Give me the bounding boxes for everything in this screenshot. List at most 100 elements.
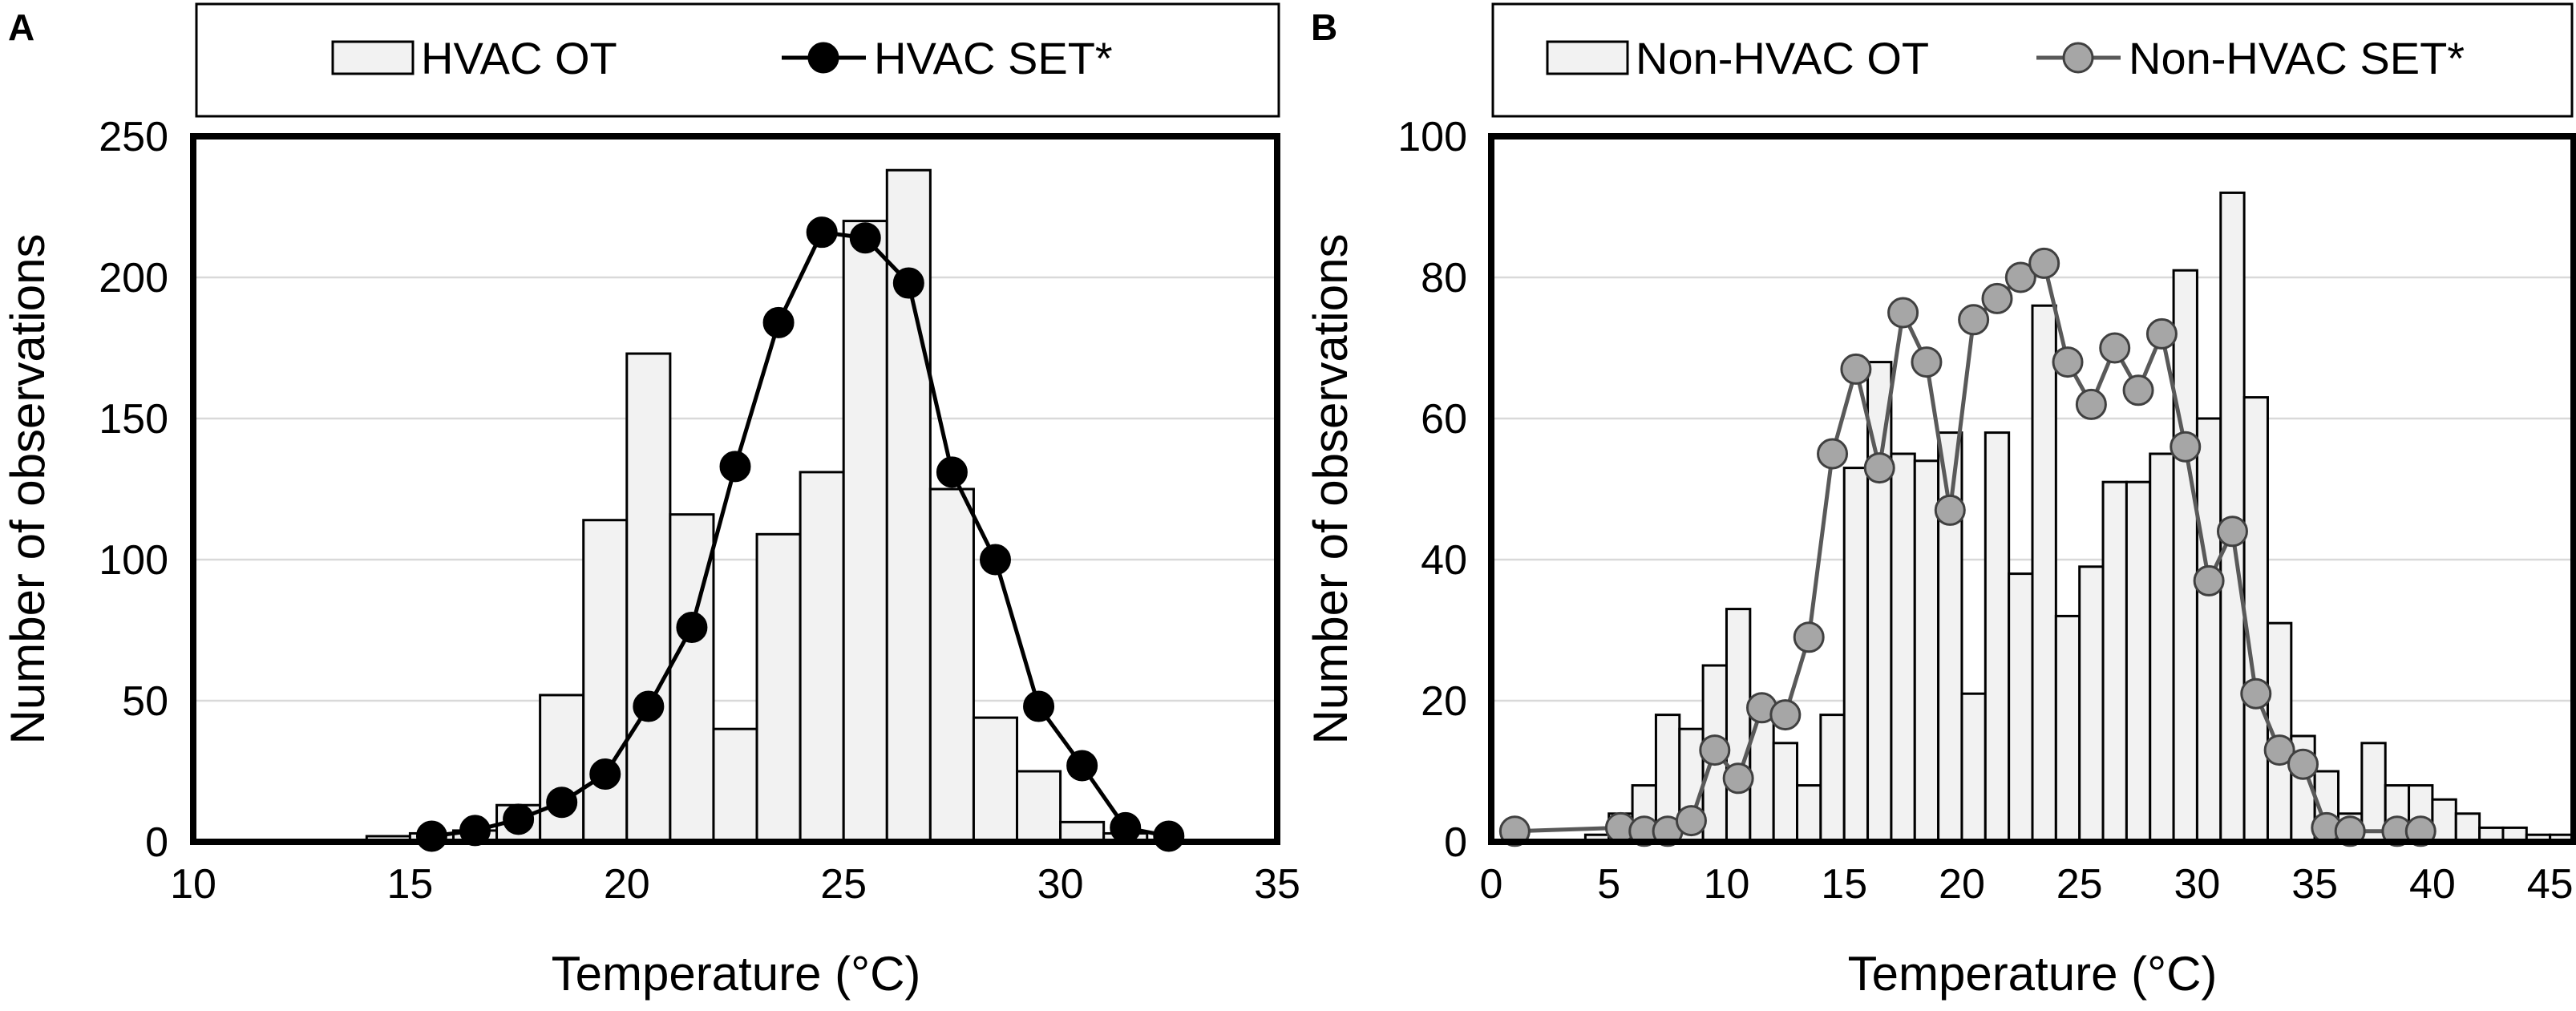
panel-b-histogram-bar [2431, 798, 2457, 843]
panel-b-histogram-bar [2008, 572, 2034, 843]
panel-b-histogram-bar [2242, 396, 2269, 843]
panel-b-set-point [1911, 346, 1943, 378]
panel-a-set-point [979, 544, 1011, 576]
panel-a-gridlines [193, 276, 1277, 702]
panel-b-set-point [1699, 734, 1731, 766]
panel-a-histogram-bar [1059, 820, 1106, 843]
panel-b-y-tick-label: 20 [1421, 678, 1467, 725]
panel-a-set-point [415, 820, 447, 852]
panel-b-bars [1583, 191, 2575, 843]
panel-b-legend-marker-icon [2062, 42, 2094, 74]
panel-a-set-point [589, 758, 621, 791]
panel-a-set-point [546, 787, 578, 819]
panel-b-histogram-bar [1913, 459, 1940, 843]
panel-a-y-tick-label: 250 [99, 114, 168, 160]
panel-a-set-point [762, 306, 795, 338]
panel-b-histogram-bar [1725, 608, 1752, 843]
panel-b-set-point [1793, 621, 1825, 653]
panel-b-set-point [2263, 734, 2295, 766]
panel-a-set-point [633, 690, 665, 722]
panel-b-y-tick-label: 60 [1421, 396, 1467, 443]
panel-b-set-point [2052, 346, 2084, 378]
panel-b-set-point [1887, 297, 1919, 329]
panel-b-x-tick-label: 35 [2291, 861, 2338, 908]
panel-a-label: A [8, 6, 34, 48]
panel-a-set-point [849, 222, 881, 254]
panel-b-histogram-bar [1890, 452, 1916, 843]
panel-b-histogram-bar [2172, 269, 2198, 843]
panel-b-histogram-bar [2149, 452, 2175, 843]
panel-a-histogram-bar [842, 220, 888, 843]
panel-a-histogram-bar [1016, 770, 1062, 843]
panel-b-y-axis-title: Number of observations [1304, 234, 1357, 745]
panel-a-histogram-bar [972, 716, 1019, 843]
panel-b-set-point [1863, 452, 1895, 484]
panel-a-legend-marker-icon [807, 42, 839, 74]
panel-a-x-tick-labels: 10 15 20 25 30 35 [170, 861, 1300, 908]
panel-b-x-tick-label: 0 [1480, 861, 1503, 908]
panel-a-histogram-bar [582, 519, 629, 843]
panel-b-histogram-bar [1842, 467, 1870, 843]
panel-b-y-tick-label: 100 [1397, 114, 1467, 160]
panel-a-y-tick-label: 50 [122, 678, 168, 725]
panel-b-x-tick-label: 5 [1597, 861, 1620, 908]
panel-b-y-tick-label: 80 [1421, 255, 1467, 301]
panel-b-histogram-bar [2078, 565, 2105, 843]
panel-b-x-tick-label: 40 [2409, 861, 2456, 908]
panel-b-x-tick-label: 25 [2056, 861, 2103, 908]
panel-b-legend-item-line: Non-HVAC SET* [2036, 33, 2465, 83]
panel-a-x-tick-label: 30 [1037, 861, 1084, 908]
panel-b-label: B [1311, 6, 1337, 48]
panel-a-set-point [936, 456, 968, 488]
panel-a-x-tick-label: 10 [170, 861, 216, 908]
panel-b-legend [1491, 2, 2574, 118]
panel-b-set-point [1934, 494, 1966, 526]
panel-a-y-tick-label: 100 [99, 537, 168, 584]
panel-b-set-point [2287, 748, 2319, 780]
panel-a-histogram-bar [928, 487, 975, 843]
panel-b-set-point [2099, 332, 2131, 364]
panel-a-y-tick-label: 0 [145, 819, 168, 866]
panel-a-histogram-bar [755, 532, 802, 843]
panel-b: B Non-HVAC OT Non-HVAC SET* 020406080100… [1304, 2, 2576, 1001]
panel-b-set-point [2145, 317, 2178, 350]
panel-b-histogram-bar [2454, 812, 2481, 843]
panel-b-set-point [1981, 282, 2013, 314]
panel-a: A HVAC OT HVAC SET* 0 50 100 150 200 250 10 15… [1, 2, 1300, 1001]
panel-b-set-point [2334, 815, 2366, 847]
panel-b-histogram-bar [2101, 480, 2128, 843]
panel-a-set-point [892, 267, 924, 299]
panel-b-x-axis-title: Temperature (°C) [1848, 947, 2218, 1001]
panel-a-y-tick-labels: 0 50 100 150 200 250 [99, 114, 168, 866]
panel-b-set-point [2004, 261, 2036, 293]
panel-b-x-tick-label: 45 [2527, 861, 2574, 908]
panel-b-set-point [2193, 564, 2225, 596]
panel-b-histogram-bar [1984, 431, 2011, 843]
panel-b-set-point [2122, 374, 2154, 406]
panel-b-set-point [2240, 677, 2272, 710]
panel-b-x-tick-label: 20 [1939, 861, 1985, 908]
panel-b-set-point [1958, 304, 1990, 336]
panel-b-set-point [1722, 762, 1754, 795]
panel-a-set-point [1153, 820, 1185, 852]
panel-a-y-axis-title: Number of observations [1, 234, 55, 745]
panel-a-legend-item-histogram: HVAC OT [331, 33, 617, 83]
panel-b-histogram-bar [2360, 742, 2387, 843]
panel-a-x-tick-label: 20 [604, 861, 650, 908]
panel-a-bars [365, 168, 1149, 843]
panel-b-histogram-bar [1819, 714, 1846, 843]
panel-a-y-tick-label: 200 [99, 255, 168, 301]
panel-a-set-point [503, 803, 535, 835]
panel-a-legend-line-label: HVAC SET* [874, 33, 1113, 83]
panel-a-x-axis-title: Temperature (°C) [552, 947, 921, 1001]
panel-a-x-tick-label: 25 [820, 861, 867, 908]
panel-a-x-tick-label: 35 [1254, 861, 1300, 908]
panel-b-line-series [1498, 247, 2436, 847]
panel-b-set-point [2170, 431, 2202, 463]
panel-b-y-tick-labels: 0 20 40 60 80 100 [1397, 114, 1467, 866]
panel-b-x-tick-label: 30 [2174, 861, 2221, 908]
panel-b-histogram-bar [2195, 417, 2222, 843]
panel-a-x-tick-label: 15 [386, 861, 433, 908]
panel-b-legend-line-label: Non-HVAC SET* [2129, 33, 2465, 83]
